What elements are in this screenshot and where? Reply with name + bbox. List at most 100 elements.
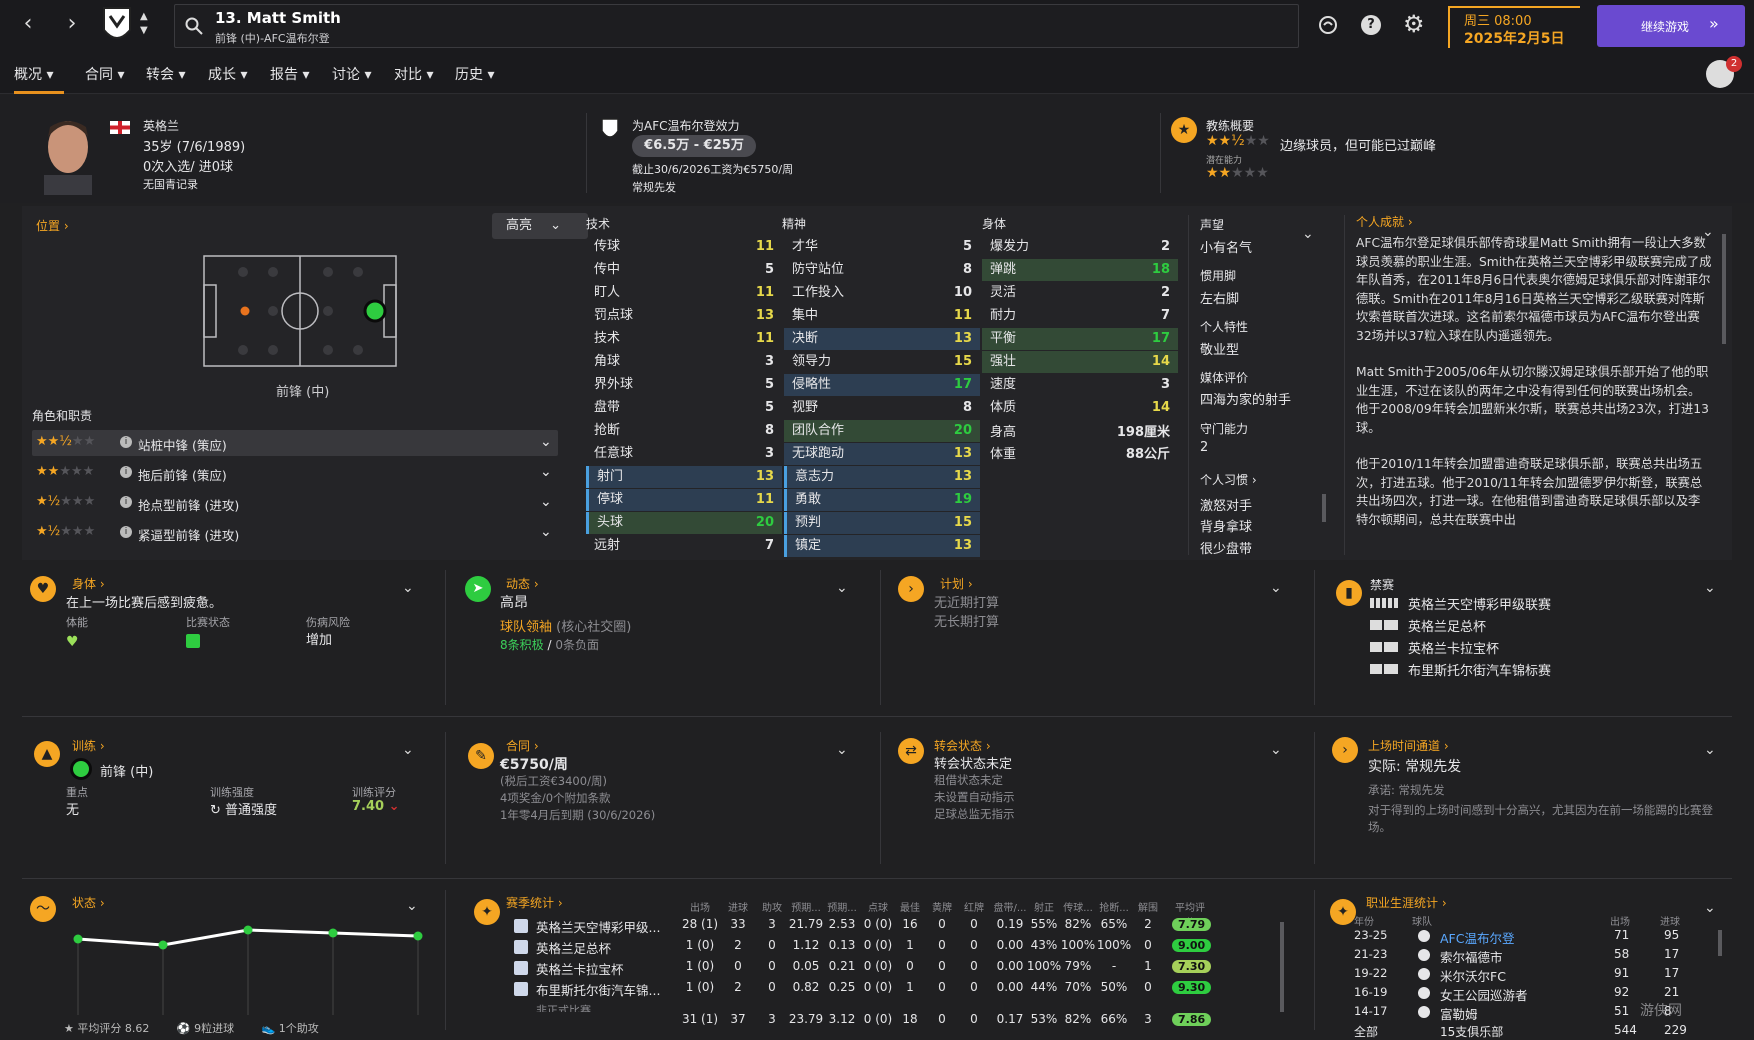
chevron-down-icon[interactable]: ⌄ bbox=[1270, 580, 1282, 596]
career-team[interactable]: 富勒姆 bbox=[1440, 1007, 1478, 1022]
career-header[interactable]: 年份 bbox=[1354, 917, 1374, 928]
tab-reports[interactable]: 报告 ▾ bbox=[270, 67, 310, 83]
career-header[interactable]: 进球 bbox=[1660, 917, 1680, 928]
habits-scrollbar[interactable] bbox=[1322, 494, 1326, 522]
stat-header[interactable]: 解围 bbox=[1138, 903, 1158, 914]
chevron-down-icon[interactable]: ⌄ bbox=[540, 494, 552, 510]
chevron-down-icon[interactable]: ⌄ bbox=[1270, 742, 1282, 758]
forward-arrow-icon[interactable]: › bbox=[67, 11, 77, 36]
chevron-down-icon[interactable]: ⌄ bbox=[540, 524, 552, 540]
bio-title[interactable]: 个人成就 › bbox=[1356, 215, 1413, 229]
stat-header[interactable]: 射正 bbox=[1034, 903, 1054, 914]
stat-header[interactable]: 抢断... bbox=[1099, 903, 1129, 914]
club-crest-icon[interactable] bbox=[100, 4, 134, 48]
plans-title[interactable]: 计划 › bbox=[940, 577, 973, 591]
career-team[interactable]: AFC温布尔登 bbox=[1440, 931, 1515, 946]
back-arrow-icon[interactable]: ‹ bbox=[23, 11, 33, 36]
tab-compare[interactable]: 对比 ▾ bbox=[394, 67, 434, 83]
stat-header[interactable]: 预期... bbox=[827, 903, 857, 914]
foot-label: 惯用脚 bbox=[1200, 269, 1237, 283]
tab-discuss[interactable]: 讨论 ▾ bbox=[332, 67, 372, 83]
career-scrollbar[interactable] bbox=[1718, 930, 1722, 956]
competition-name[interactable]: 英格兰天空博彩甲级... bbox=[536, 920, 661, 935]
gk-value: 2 bbox=[1200, 440, 1209, 455]
total-stat-cell: 0.17 bbox=[996, 1012, 1024, 1026]
chevron-down-icon[interactable]: ⌄ bbox=[1702, 224, 1714, 240]
training-title[interactable]: 训练 › bbox=[72, 739, 105, 753]
form-point[interactable] bbox=[243, 925, 253, 935]
stat-header[interactable]: 黄牌 bbox=[932, 903, 952, 914]
stat-header[interactable]: 进球 bbox=[728, 903, 748, 914]
role-row[interactable]: ★★★★★ i 拖后前锋 (策应) ⌄ bbox=[32, 460, 558, 486]
reputation-block[interactable]: 声望 小有名气 bbox=[1200, 218, 1253, 256]
fitness-title[interactable]: 身体 › bbox=[72, 577, 105, 591]
career-header[interactable]: 球队 bbox=[1412, 917, 1432, 928]
form-point[interactable] bbox=[73, 934, 83, 944]
brain-icon[interactable] bbox=[1317, 14, 1339, 36]
tab-development[interactable]: 成长 ▾ bbox=[208, 67, 248, 83]
competition-name[interactable]: 布里斯托尔街汽车锦... bbox=[536, 983, 661, 998]
continue-button[interactable]: 继续游戏 » bbox=[1597, 5, 1745, 47]
attr-value: 20 bbox=[755, 515, 774, 530]
season-scrollbar[interactable] bbox=[1280, 922, 1284, 1012]
chevron-down-icon[interactable]: ⌄ bbox=[836, 742, 848, 758]
contract-summary: 截止30/6/2026工资为€5750/周 bbox=[632, 163, 794, 176]
role-row[interactable]: ★½★★★ i 抢点型前锋 (进攻) ⌄ bbox=[32, 490, 558, 516]
chevron-down-icon[interactable]: ⌄ bbox=[402, 742, 414, 758]
stat-header[interactable]: 盘带/... bbox=[993, 903, 1027, 914]
form-point[interactable] bbox=[158, 940, 168, 950]
chevron-down-icon[interactable]: ⌄ bbox=[1704, 742, 1716, 758]
highlight-dropdown[interactable]: 高亮 ⌄ bbox=[492, 213, 588, 239]
season-title[interactable]: 赛季统计 › bbox=[506, 896, 563, 910]
chevron-down-icon[interactable]: ⌄ bbox=[402, 580, 414, 596]
role-row[interactable]: ★½★★★ i 紧逼型前锋 (进攻) ⌄ bbox=[32, 520, 558, 546]
stat-header[interactable]: 最佳 bbox=[900, 903, 920, 914]
stat-header[interactable]: 点球 bbox=[868, 903, 888, 914]
chevron-down-icon[interactable]: ⌄ bbox=[1302, 226, 1314, 242]
habit-2: 背身拿球 bbox=[1200, 520, 1253, 535]
chevron-down-icon[interactable]: ⌄ bbox=[540, 434, 552, 450]
attr-row: 抢断 8 bbox=[586, 420, 782, 442]
tab-transfer[interactable]: 转会 ▾ bbox=[146, 67, 186, 83]
career-header[interactable]: 出场 bbox=[1610, 917, 1630, 928]
club-switch-chevrons-icon[interactable]: ▲ ▼ bbox=[140, 11, 148, 36]
competition-name[interactable]: 英格兰卡拉宝杯 bbox=[536, 962, 624, 977]
mental-title: 精神 bbox=[782, 217, 807, 231]
stat-header[interactable]: 红牌 bbox=[964, 903, 984, 914]
tab-contract[interactable]: 合同 ▾ bbox=[85, 67, 125, 83]
search-box[interactable]: 13. Matt Smith 前锋 (中)-AFC温布尔登 bbox=[174, 4, 1299, 48]
chevron-down-icon[interactable]: ⌄ bbox=[1704, 900, 1716, 916]
career-team[interactable]: 女王公园巡游者 bbox=[1440, 988, 1528, 1003]
form-title[interactable]: 状态 › bbox=[72, 896, 105, 910]
role-row[interactable]: ★★½★★ i 站桩中锋 (策应) ⌄ bbox=[32, 430, 558, 456]
transfer-title[interactable]: 转会状态 › bbox=[934, 739, 991, 753]
career-team[interactable]: 米尔沃尔FC bbox=[1440, 969, 1506, 984]
career-title[interactable]: 职业生涯统计 › bbox=[1366, 896, 1447, 910]
stat-header[interactable]: 传球... bbox=[1063, 903, 1093, 914]
attr-row: 领导力 15 bbox=[784, 351, 980, 373]
settings-gear-icon[interactable]: ⚙ bbox=[1403, 10, 1425, 38]
attr-name: 爆发力 bbox=[990, 239, 1030, 254]
stat-header[interactable]: 出场 bbox=[690, 903, 710, 914]
help-icon[interactable]: ? bbox=[1361, 15, 1381, 35]
short-term-plan: 无近期打算 bbox=[934, 596, 1000, 611]
chevron-down-icon[interactable]: ⌄ bbox=[540, 464, 552, 480]
playtime-title[interactable]: 上场时间通道 › bbox=[1368, 739, 1449, 753]
chevron-down-icon[interactable]: ⌄ bbox=[836, 580, 848, 596]
career-team[interactable]: 索尔福德市 bbox=[1440, 950, 1503, 965]
contract-title[interactable]: 合同 › bbox=[506, 739, 539, 753]
bio-scrollbar[interactable] bbox=[1722, 234, 1726, 344]
form-point[interactable] bbox=[328, 928, 338, 938]
attr-name: 勇敢 bbox=[795, 492, 822, 507]
dynamics-title[interactable]: 动态 › bbox=[506, 577, 539, 591]
tab-overview[interactable]: 概况 ▾ bbox=[14, 64, 64, 94]
competition-name[interactable]: 英格兰足总杯 bbox=[536, 941, 612, 956]
stat-header[interactable]: 助攻 bbox=[762, 903, 782, 914]
chevron-down-icon[interactable]: ⌄ bbox=[406, 898, 418, 914]
tab-history[interactable]: 历史 ▾ bbox=[455, 67, 495, 83]
habits-title[interactable]: 个人习惯 › bbox=[1200, 473, 1257, 487]
chevron-down-icon[interactable]: ⌄ bbox=[1704, 580, 1716, 596]
form-point[interactable] bbox=[413, 931, 423, 941]
position-title[interactable]: 位置 › bbox=[36, 219, 69, 233]
stat-header[interactable]: 预期... bbox=[791, 903, 821, 914]
